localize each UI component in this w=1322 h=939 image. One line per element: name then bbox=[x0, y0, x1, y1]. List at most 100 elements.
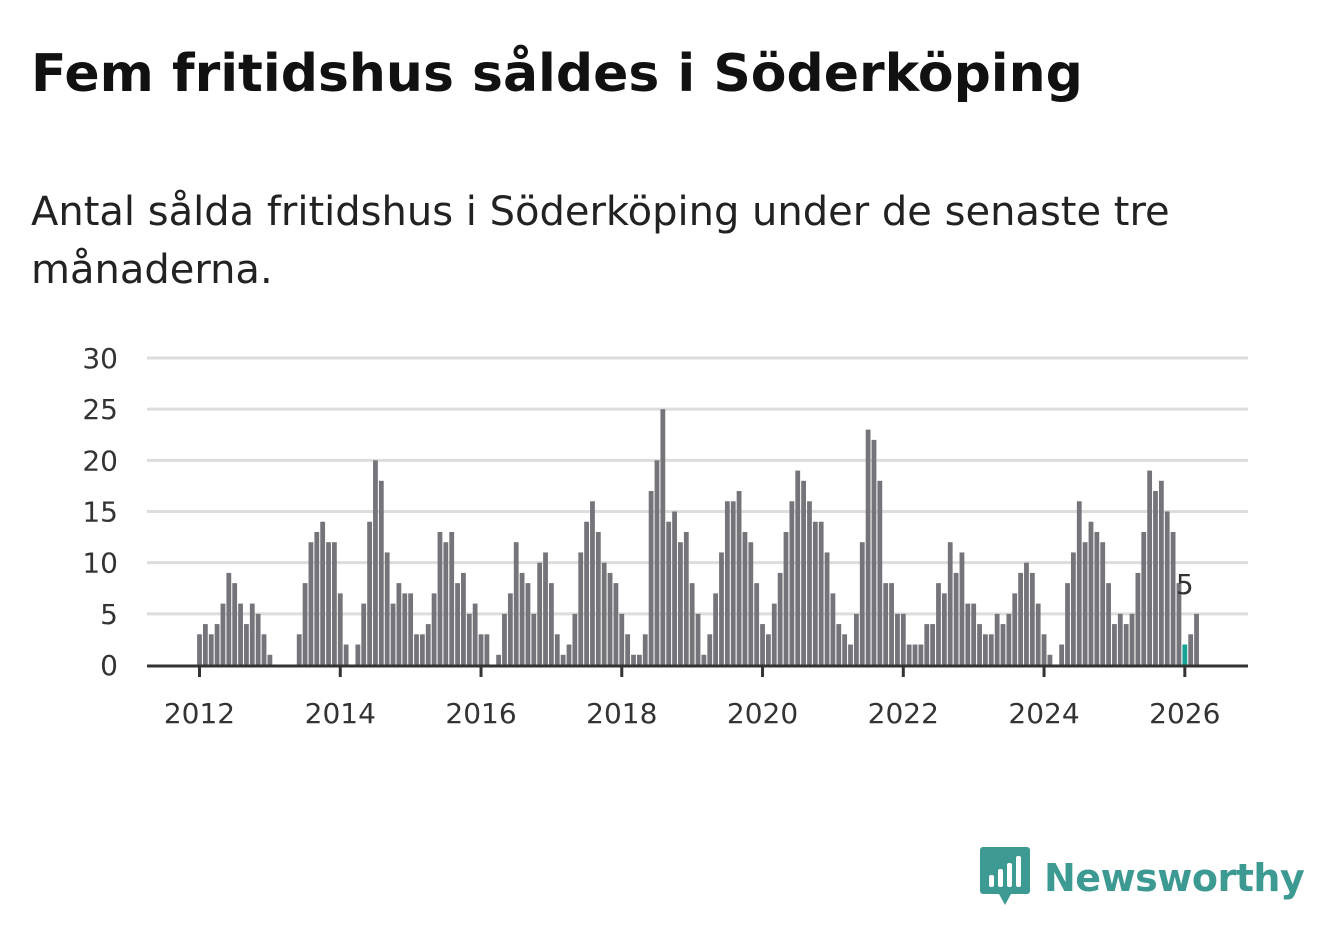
bar bbox=[742, 531, 748, 665]
bar bbox=[654, 460, 660, 665]
bar bbox=[408, 593, 414, 665]
newsworthy-brand[interactable]: Newsworthy bbox=[980, 847, 1305, 908]
bars bbox=[197, 409, 1199, 665]
bar bbox=[1164, 511, 1170, 665]
bar bbox=[936, 583, 941, 665]
bar bbox=[730, 501, 736, 665]
chart-subtitle: Antal sålda fritidshus i Söderköping und… bbox=[31, 189, 1170, 293]
bar bbox=[977, 624, 982, 665]
bar bbox=[302, 583, 308, 665]
bar bbox=[871, 439, 877, 665]
bar bbox=[1106, 583, 1111, 665]
bar bbox=[889, 583, 894, 665]
bar bbox=[437, 531, 443, 665]
bar bbox=[771, 603, 777, 665]
bar bbox=[859, 542, 865, 665]
bar bbox=[683, 531, 689, 665]
bar bbox=[830, 593, 836, 665]
bar bbox=[572, 613, 578, 665]
bar bbox=[613, 583, 619, 665]
x-tick-label: 2014 bbox=[305, 697, 376, 730]
bar bbox=[378, 480, 384, 665]
bar bbox=[484, 634, 490, 665]
bar bbox=[789, 501, 795, 665]
bar bbox=[601, 562, 607, 665]
bar bbox=[836, 624, 842, 665]
bar bbox=[537, 562, 543, 665]
bar bbox=[461, 572, 466, 665]
bar bbox=[724, 501, 730, 665]
bar bbox=[754, 583, 760, 665]
chart-title: Fem fritidshus såldes i Söderköping bbox=[31, 44, 1083, 104]
bar bbox=[760, 624, 765, 665]
bar bbox=[208, 634, 214, 665]
bar bbox=[560, 654, 566, 665]
bar bbox=[419, 634, 425, 665]
bar bbox=[918, 644, 924, 665]
bar bbox=[543, 552, 548, 665]
bar bbox=[390, 603, 396, 665]
bar bbox=[414, 634, 419, 665]
bar bbox=[807, 501, 812, 665]
bar bbox=[232, 583, 238, 665]
bar bbox=[631, 654, 636, 665]
bar bbox=[590, 501, 595, 665]
bar bbox=[296, 634, 302, 665]
bar bbox=[713, 593, 719, 665]
highlight-bar bbox=[1182, 644, 1188, 665]
newsworthy-wordmark: Newsworthy bbox=[1044, 856, 1305, 900]
bar bbox=[689, 583, 695, 665]
bar bbox=[1070, 552, 1076, 665]
bar bbox=[549, 583, 554, 665]
bar bbox=[672, 511, 677, 665]
bar bbox=[877, 480, 883, 665]
bar bbox=[1112, 624, 1117, 665]
bar bbox=[595, 531, 601, 665]
bar bbox=[402, 593, 408, 665]
bar bbox=[1029, 572, 1035, 665]
bar bbox=[748, 542, 754, 665]
bar bbox=[308, 542, 314, 665]
bar bbox=[1082, 542, 1088, 665]
bar bbox=[1041, 634, 1047, 665]
bar bbox=[795, 470, 801, 665]
bar bbox=[496, 654, 502, 665]
x-tick-label: 2024 bbox=[1008, 697, 1079, 730]
bar bbox=[1065, 583, 1070, 665]
y-tick-label: 20 bbox=[82, 444, 118, 477]
newsworthy-logo-icon bbox=[980, 847, 1030, 905]
bar bbox=[449, 531, 455, 665]
bar bbox=[1047, 654, 1053, 665]
bar bbox=[777, 572, 783, 665]
bar bbox=[1012, 593, 1018, 665]
bar bbox=[947, 542, 953, 665]
bar bbox=[425, 624, 431, 665]
bar bbox=[1006, 613, 1012, 665]
y-tick-label: 5 bbox=[100, 598, 118, 631]
bar bbox=[988, 634, 994, 665]
bar bbox=[783, 531, 789, 665]
x-tick-label: 2020 bbox=[727, 697, 798, 730]
bar bbox=[238, 603, 243, 665]
bar bbox=[707, 634, 713, 665]
bar bbox=[443, 542, 449, 665]
x-tick-label: 2022 bbox=[868, 697, 939, 730]
bar bbox=[320, 521, 326, 665]
bar bbox=[478, 634, 484, 665]
bar bbox=[1141, 531, 1147, 665]
bar bbox=[1088, 521, 1094, 665]
bar bbox=[994, 613, 1000, 665]
bar bbox=[507, 593, 513, 665]
bar bbox=[373, 460, 378, 665]
bar-chart: 0 5 10 15 20 25 30 2012 2014 2016 2018 2020 2022 202… bbox=[82, 342, 1248, 730]
bar bbox=[1000, 624, 1006, 665]
bar bbox=[801, 480, 806, 665]
bar bbox=[361, 603, 367, 665]
bar bbox=[865, 429, 871, 665]
bar bbox=[1100, 542, 1106, 665]
bar bbox=[883, 583, 889, 665]
bar bbox=[660, 409, 666, 665]
bar bbox=[513, 542, 519, 665]
bar bbox=[648, 491, 654, 665]
bar bbox=[930, 624, 936, 665]
